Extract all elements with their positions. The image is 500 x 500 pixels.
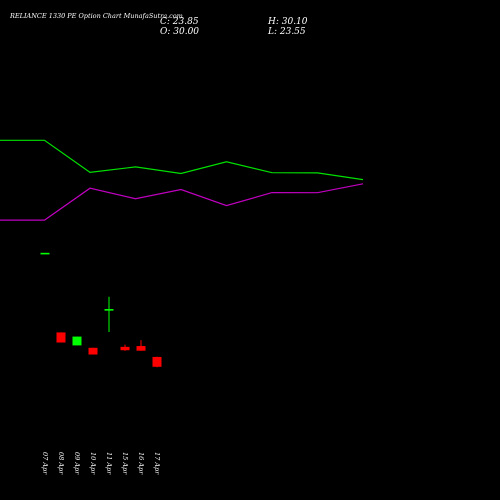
chart-title: RELIANCE 1330 PE Option Chart MunafaSutr…	[10, 12, 183, 20]
candle-body	[104, 309, 114, 311]
candle-body	[152, 356, 162, 367]
upper-line	[0, 139, 364, 181]
candle-body	[136, 346, 146, 351]
candle	[40, 252, 50, 255]
date-label: 09 Apr	[73, 452, 81, 475]
candle	[152, 356, 162, 368]
date-label: 16 Apr	[137, 452, 145, 475]
candle	[120, 344, 130, 351]
lower-line	[0, 183, 364, 221]
candles	[40, 252, 162, 368]
candle	[136, 340, 146, 351]
candle-body	[72, 336, 82, 346]
date-label: 17 Apr	[153, 452, 161, 475]
date-label: 15 Apr	[121, 452, 129, 475]
high-value: H: 30.10	[268, 17, 308, 27]
date-label: 07 Apr	[41, 452, 49, 475]
candle-body	[40, 252, 50, 255]
candle	[72, 336, 82, 346]
date-label: 11 Apr	[105, 452, 113, 475]
date-axis-labels: 07 Apr 08 Apr 09 Apr 10 Apr 11 Apr 15 Apr 16 A…	[41, 452, 161, 475]
candle	[88, 347, 98, 355]
open-value: O: 30.00	[160, 27, 200, 37]
candle-body	[88, 347, 98, 355]
candle	[56, 332, 66, 343]
low-value: L: 23.55	[268, 27, 306, 37]
close-value: C: 23.85	[160, 17, 199, 27]
candle-body	[120, 346, 130, 351]
indicator-lines	[0, 139, 364, 221]
date-label: 10 Apr	[89, 452, 97, 475]
candle-body	[56, 332, 66, 343]
date-label: 08 Apr	[57, 452, 65, 475]
candle	[104, 296, 114, 332]
